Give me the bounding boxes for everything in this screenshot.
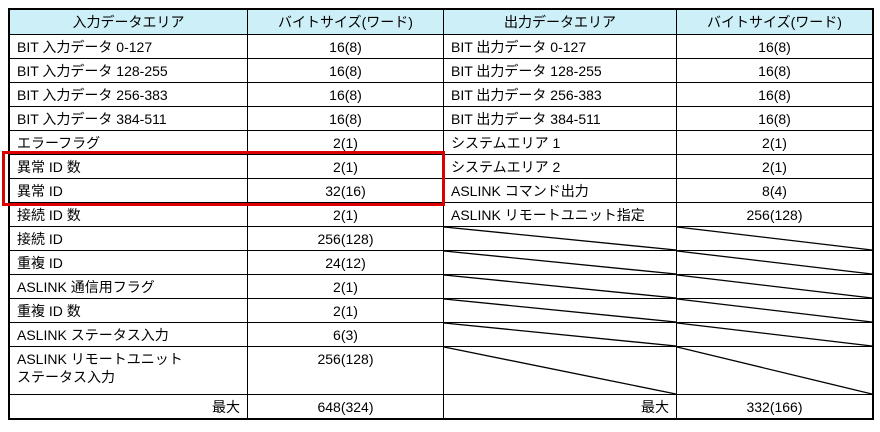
cell-input-total-size: 648(324) — [248, 395, 444, 418]
header-output-size: バイトサイズ(ワード) — [707, 14, 842, 30]
slashed-cell — [444, 251, 677, 274]
cell-input-size: 16(8) — [248, 35, 444, 58]
cell-input-label: 重複 ID — [10, 251, 248, 274]
cell-output-size: 16(8) — [758, 110, 791, 127]
cell-input-label: 異常 ID 数 — [10, 155, 248, 178]
cell-input-label: 接続 ID 数 — [10, 203, 248, 226]
slashed-cell — [677, 275, 872, 298]
diagonal-strikethrough-icon — [444, 275, 676, 298]
table-row: エラーフラグ 2(1) システムエリア 1 2(1) — [10, 131, 872, 155]
slashed-cell — [444, 347, 677, 394]
diagonal-strikethrough-icon — [444, 347, 676, 394]
table-row: BIT 入力データ 384-511 16(8) BIT 出力データ 384-51… — [10, 107, 872, 131]
cell-output-size: 2(1) — [762, 158, 787, 175]
cell-input-label: ASLINK 通信用フラグ — [10, 275, 248, 298]
cell-input-size: 6(3) — [248, 323, 444, 346]
cell-input-size: 2(1) — [248, 299, 444, 322]
table-row-highlighted: 異常 ID 数 2(1) システムエリア 2 2(1) — [10, 155, 872, 179]
cell-output-label: ASLINK コマンド出力 — [444, 179, 677, 202]
cell-input-label: ASLINK リモートユニット ステータス入力 — [10, 347, 248, 394]
cell-input-size: 2(1) — [248, 203, 444, 226]
cell-input-label: エラーフラグ — [10, 131, 248, 154]
cell-output-size: 16(8) — [758, 62, 791, 79]
cell-output-size: 8(4) — [762, 182, 787, 199]
cell-input-size: 2(1) — [248, 155, 444, 178]
diagonal-strikethrough-icon — [677, 251, 872, 274]
slashed-cell — [677, 299, 872, 322]
cell-output-label: BIT 出力データ 0-127 — [444, 35, 677, 58]
cell-input-label: ASLINK ステータス入力 — [10, 323, 248, 346]
cell-input-label: BIT 入力データ 128-255 — [10, 59, 248, 82]
diagonal-strikethrough-icon — [444, 251, 676, 274]
cell-input-size: 2(1) — [248, 275, 444, 298]
cell-input-size: 32(16) — [248, 179, 444, 202]
cell-output-total-size: 332(166) — [746, 398, 803, 415]
cell-input-label: BIT 入力データ 0-127 — [10, 35, 248, 58]
table-row: 接続 ID 256(128) — [10, 227, 872, 251]
table-row-highlighted: 異常 ID 32(16) ASLINK コマンド出力 8(4) — [10, 179, 872, 203]
cell-output-total-label: 最大 — [444, 395, 677, 418]
slashed-cell — [677, 347, 872, 394]
cell-input-size: 16(8) — [248, 59, 444, 82]
table-row: BIT 入力データ 256-383 16(8) BIT 出力データ 256-38… — [10, 83, 872, 107]
header-input-area: 入力データエリア — [10, 10, 248, 34]
cell-output-label: ASLINK リモートユニット指定 — [444, 203, 677, 226]
cell-input-size: 16(8) — [248, 107, 444, 130]
cell-input-label: 重複 ID 数 — [10, 299, 248, 322]
table-row: ASLINK リモートユニット ステータス入力 256(128) — [10, 347, 872, 395]
cell-output-label: BIT 出力データ 384-511 — [444, 107, 677, 130]
table-row: BIT 入力データ 128-255 16(8) BIT 出力データ 128-25… — [10, 59, 872, 83]
cell-output-size: 16(8) — [758, 86, 791, 103]
diagonal-strikethrough-icon — [677, 275, 872, 298]
diagonal-strikethrough-icon — [677, 299, 872, 322]
table-row: 重複 ID 24(12) — [10, 251, 872, 275]
cell-input-size: 24(12) — [248, 251, 444, 274]
header-output-area: 出力データエリア — [444, 10, 677, 34]
cell-input-label: BIT 入力データ 384-511 — [10, 107, 248, 130]
cell-output-label: システムエリア 2 — [444, 155, 677, 178]
cell-input-size: 256(128) — [248, 347, 444, 394]
table-row: 接続 ID 数 2(1) ASLINK リモートユニット指定 256(128) — [10, 203, 872, 227]
cell-input-size: 2(1) — [248, 131, 444, 154]
header-input-size: バイトサイズ(ワード) — [248, 10, 444, 34]
slashed-cell — [677, 251, 872, 274]
cell-output-size: 256(128) — [746, 206, 803, 223]
cell-input-total-label: 最大 — [10, 395, 248, 418]
cell-output-label: システムエリア 1 — [444, 131, 677, 154]
data-area-size-table: 入力データエリア バイトサイズ(ワード) 出力データエリア バイトサイズ(ワード… — [8, 8, 874, 420]
table-total-row: 最大 648(324) 最大 332(166) — [10, 395, 872, 418]
cell-output-label: BIT 出力データ 256-383 — [444, 83, 677, 106]
cell-input-label: 異常 ID — [10, 179, 248, 202]
diagonal-strikethrough-icon — [677, 227, 872, 250]
table-header-row: 入力データエリア バイトサイズ(ワード) 出力データエリア バイトサイズ(ワード… — [10, 10, 872, 35]
diagonal-strikethrough-icon — [677, 323, 872, 346]
table-row: BIT 入力データ 0-127 16(8) BIT 出力データ 0-127 16… — [10, 35, 872, 59]
cell-input-label: BIT 入力データ 256-383 — [10, 83, 248, 106]
table-row: ASLINK ステータス入力 6(3) — [10, 323, 872, 347]
diagonal-strikethrough-icon — [444, 227, 676, 250]
slashed-cell — [444, 323, 677, 346]
table-row: ASLINK 通信用フラグ 2(1) — [10, 275, 872, 299]
cell-input-size: 256(128) — [248, 227, 444, 250]
slashed-cell — [444, 299, 677, 322]
cell-input-size: 16(8) — [248, 83, 444, 106]
table-row: 重複 ID 数 2(1) — [10, 299, 872, 323]
diagonal-strikethrough-icon — [677, 347, 872, 394]
cell-output-size: 2(1) — [762, 134, 787, 151]
slashed-cell — [444, 275, 677, 298]
slashed-cell — [677, 323, 872, 346]
slashed-cell — [444, 227, 677, 250]
slashed-cell — [677, 227, 872, 250]
diagonal-strikethrough-icon — [444, 299, 676, 322]
diagonal-strikethrough-icon — [444, 323, 676, 346]
cell-output-size: 16(8) — [758, 38, 791, 55]
cell-input-label: 接続 ID — [10, 227, 248, 250]
cell-output-label: BIT 出力データ 128-255 — [444, 59, 677, 82]
